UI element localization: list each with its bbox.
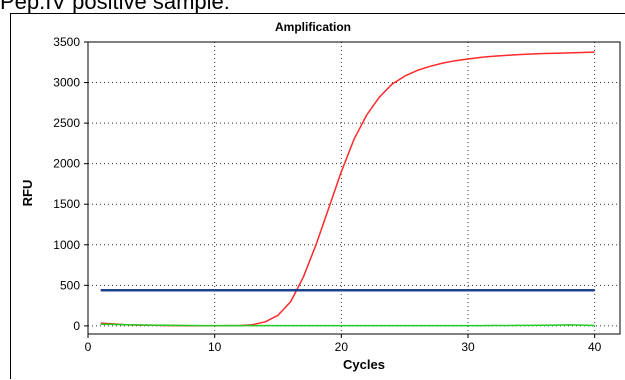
x-tick-label: 40 [588, 340, 602, 354]
x-tick-label: 20 [335, 340, 349, 354]
page-heading: Pep.IV positive sample: [0, 0, 230, 14]
y-tick-label: 500 [60, 278, 80, 292]
axis-ticks: 0 10 20 30 40 0 500 1000 1500 2000 2500 3000 3500 [53, 35, 601, 354]
y-tick-label: 3000 [53, 76, 80, 90]
x-tick-label: 30 [461, 340, 475, 354]
series-line-green [100, 323, 595, 327]
y-tick-label: 1500 [53, 197, 80, 211]
x-tick-label: 10 [208, 340, 222, 354]
data-series [100, 51, 595, 327]
y-tick-label: 2500 [53, 116, 80, 130]
y-tick-label: 2000 [53, 157, 80, 171]
y-axis-label: RFU [20, 180, 35, 207]
x-tick-label: 0 [85, 340, 92, 354]
x-axis-label: Cycles [343, 357, 385, 372]
chart-title: Amplification [275, 20, 351, 34]
amplification-chart: Amplification Cycles RFU 0 10 20 30 40 0 500 10… [20, 20, 621, 372]
y-tick-label: 1000 [53, 238, 80, 252]
series-line-red [100, 51, 595, 327]
plot-area [87, 41, 621, 335]
y-tick-label: 0 [73, 319, 80, 333]
chart-frame: Amplification Cycles RFU 0 10 20 30 40 0 500 10… [10, 13, 625, 379]
y-tick-label: 3500 [53, 35, 80, 49]
